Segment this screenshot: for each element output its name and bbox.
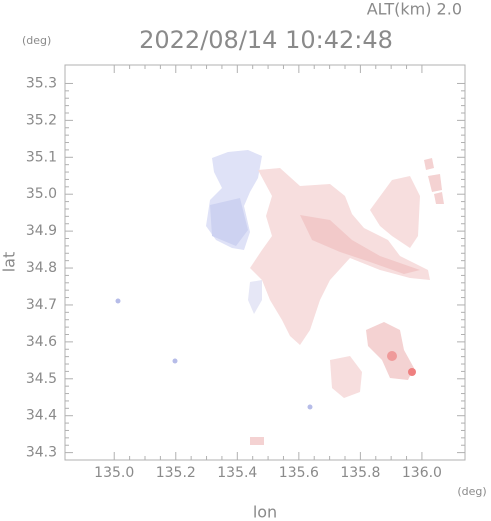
y-tick-label: 34.8 (26, 260, 57, 276)
y-tick-label: 34.6 (26, 334, 57, 350)
x-axis-label: lon (253, 503, 277, 521)
echo-region (172, 358, 178, 364)
x-tick-label: 136.0 (402, 465, 442, 481)
x-tick-label: 135.4 (217, 465, 257, 481)
y-tick-label: 34.7 (26, 297, 57, 313)
echo-region (115, 298, 121, 304)
echo-region (424, 158, 434, 170)
y-tick-label: 35.0 (26, 186, 57, 202)
chart-title: 2022/08/14 10:42:48 (139, 26, 393, 54)
y-tick-label: 35.1 (26, 149, 57, 165)
y-tick-label: 35.3 (26, 75, 57, 91)
altitude-label: ALT(km) 2.0 (367, 0, 462, 19)
echo-region (250, 168, 430, 345)
y-tick-label: 34.4 (26, 408, 57, 424)
y-tick-label: 34.5 (26, 371, 57, 387)
echo-region (387, 351, 397, 361)
echo-region (370, 176, 420, 248)
echo-region (250, 437, 264, 445)
echo-region (248, 280, 262, 314)
y-tick-label: 34.3 (26, 445, 57, 461)
echo-layer (115, 150, 444, 445)
echo-region (428, 174, 442, 192)
echo-region (366, 322, 414, 380)
y-tick-label: 34.9 (26, 223, 57, 239)
x-tick-label: 135.8 (340, 465, 380, 481)
y-unit: (deg) (22, 34, 51, 47)
echo-region (300, 215, 420, 274)
x-tick-label: 135.0 (94, 465, 134, 481)
echo-region (307, 404, 313, 410)
echo-region (434, 192, 444, 204)
x-tick-label: 135.6 (279, 465, 319, 481)
echo-region (210, 198, 248, 246)
plot-frame (64, 64, 466, 461)
y-tick-label: 35.2 (26, 112, 57, 128)
echo-region (330, 356, 362, 398)
y-axis-label: lat (0, 252, 19, 273)
x-tick-label: 135.2 (156, 465, 196, 481)
x-unit: (deg) (457, 485, 486, 498)
echo-region (408, 368, 416, 376)
